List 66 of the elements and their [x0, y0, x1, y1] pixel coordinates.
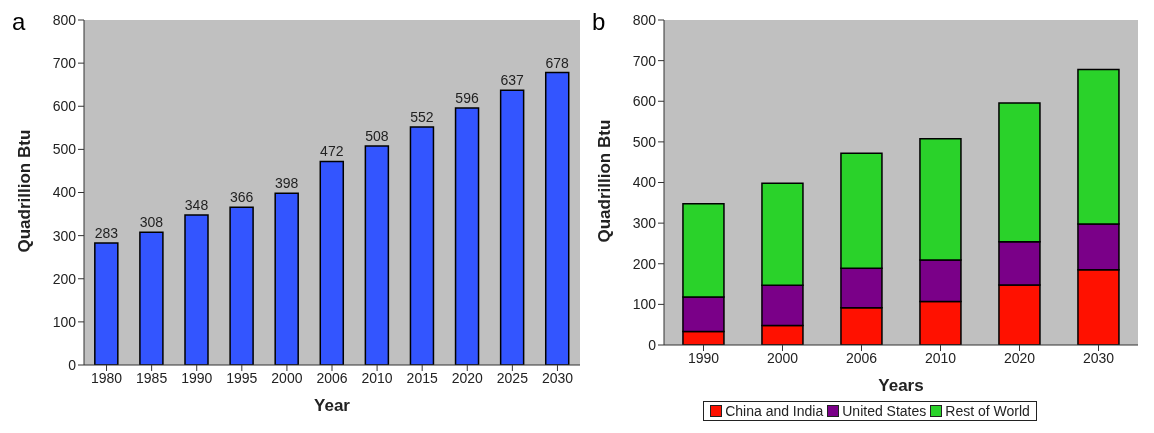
y-tick-label: 0: [68, 356, 77, 373]
legend-label: Rest of World: [945, 403, 1030, 419]
data-label: 398: [275, 175, 299, 192]
bar: [409, 126, 435, 365]
text: a: [12, 8, 26, 36]
data-label: 637: [500, 72, 525, 89]
y-tick-label: 100: [52, 313, 77, 330]
x-tick-label: 1990: [181, 369, 213, 386]
x-tick-label: 2010: [361, 369, 393, 386]
y-tick-label: 600: [52, 98, 77, 115]
bar: [319, 160, 345, 365]
x-tick-label: 1985: [136, 369, 168, 386]
y-tick-label: 400: [632, 174, 657, 191]
data-label: 552: [410, 108, 434, 125]
data-label: 283: [94, 224, 119, 241]
bar: [274, 192, 299, 365]
y-tick-label: 100: [632, 296, 657, 313]
legend-label: China and India: [725, 403, 824, 419]
bar: [139, 231, 164, 365]
data-label: 366: [229, 189, 254, 206]
x-tick-label: 2015: [406, 369, 438, 386]
data-label: 348: [184, 196, 209, 213]
bar: [229, 206, 254, 365]
y-tick-label: 700: [632, 52, 657, 69]
y-tick-label: 400: [52, 184, 77, 201]
y-axis-title: Quadrillion Btu: [595, 119, 615, 243]
y-tick-label: 500: [52, 141, 77, 158]
x-tick-label: 2020: [1003, 349, 1036, 366]
x-tick-label: 2010: [924, 349, 957, 366]
y-tick-label: 300: [632, 215, 657, 232]
x-tick-label: 2030: [541, 369, 574, 386]
y-axis-title: Quadrillion Btu: [15, 129, 35, 253]
bar: [544, 71, 570, 365]
x-tick-label: 2006: [316, 369, 348, 386]
data-label: 596: [455, 89, 479, 106]
x-axis-title: Year: [314, 396, 351, 415]
y-tick-label: 700: [52, 55, 77, 72]
x-tick-label: 2025: [496, 369, 529, 386]
x-tick-label: 1980: [90, 369, 123, 386]
bar: [454, 107, 480, 365]
data-label: 472: [320, 143, 344, 160]
y-tick-label: 0: [648, 336, 657, 353]
text: b: [592, 8, 606, 36]
y-tick-label: 600: [632, 93, 657, 110]
legend-label: United States: [842, 403, 927, 419]
x-axis-title: Years: [878, 376, 924, 395]
y-tick-label: 200: [52, 270, 77, 287]
bar: [94, 242, 119, 365]
x-tick-label: 2030: [1082, 349, 1115, 366]
bar: [364, 145, 390, 365]
x-tick-label: 2000: [766, 349, 799, 366]
data-label: 308: [139, 214, 164, 231]
data-label: 508: [365, 127, 389, 144]
x-tick-label: 1995: [226, 369, 258, 386]
x-tick-label: 2020: [451, 369, 484, 386]
y-tick-label: 800: [52, 11, 77, 28]
y-tick-label: 800: [632, 11, 657, 28]
bar: [184, 214, 209, 365]
bar: [499, 89, 525, 365]
y-tick-label: 500: [632, 133, 657, 150]
y-tick-label: 200: [632, 255, 657, 272]
x-tick-label: 2000: [271, 369, 303, 386]
y-tick-label: 300: [52, 227, 77, 244]
x-tick-label: 1990: [687, 349, 720, 366]
data-label: 678: [545, 54, 570, 71]
x-tick-label: 2006: [845, 349, 878, 366]
